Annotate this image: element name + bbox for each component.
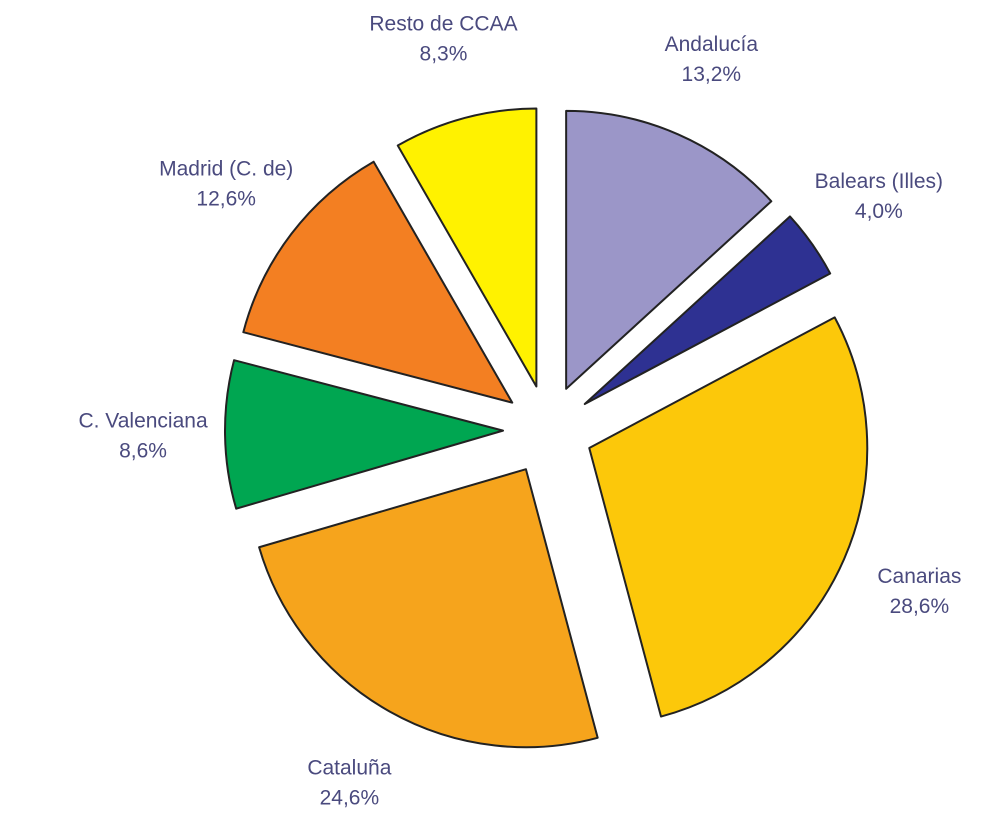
pie-slice (583, 215, 832, 406)
pie-slice (258, 468, 599, 749)
slice-value-label: 4,0% (855, 200, 903, 223)
slice-label: Resto de CCAA (369, 12, 517, 35)
slice-value-label: 13,2% (682, 63, 742, 86)
pie-slice (224, 359, 505, 510)
slice-value-label: 8,6% (119, 439, 167, 462)
slice-label: C. Valenciana (78, 409, 208, 432)
pie-slice (396, 107, 538, 388)
slice-value-label: 12,6% (196, 188, 256, 211)
pie-slice (565, 109, 773, 390)
slice-value-label: 8,3% (420, 42, 468, 65)
slice-value-label: 28,6% (890, 595, 950, 618)
slice-label: Andalucía (665, 33, 759, 56)
slice-label: Canarias (877, 565, 961, 588)
pie-slice (588, 316, 869, 718)
slice-label: Cataluña (307, 756, 391, 779)
slice-label: Madrid (C. de) (159, 158, 293, 181)
pie-slice (242, 160, 514, 404)
slice-value-label: 24,6% (320, 786, 380, 809)
slice-label: Balears (Illes) (815, 170, 943, 193)
